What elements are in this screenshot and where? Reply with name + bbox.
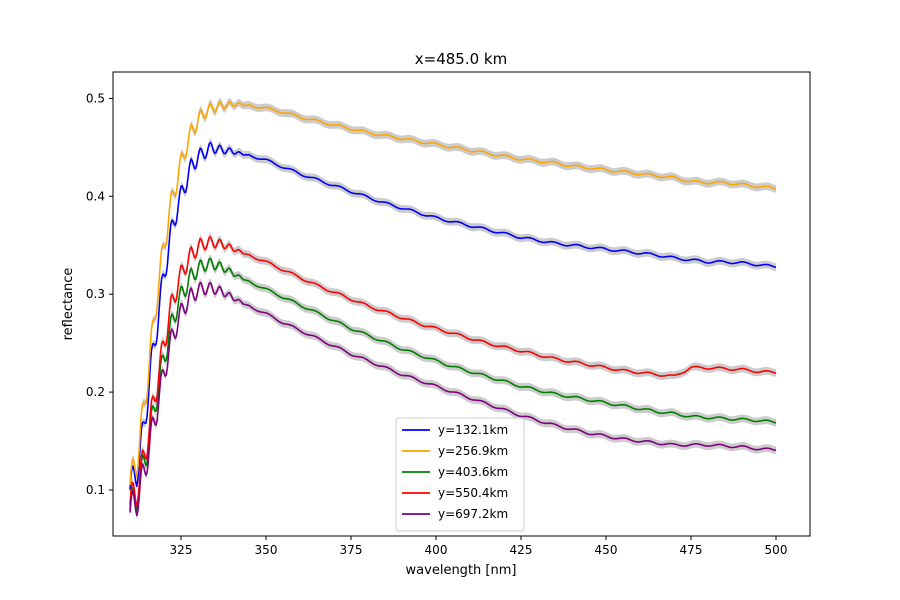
- x-tick-label: 400: [425, 543, 448, 557]
- y-axis-label: reflectance: [61, 268, 76, 341]
- uncertainty-bands: [130, 97, 776, 520]
- series-line: [129, 101, 777, 486]
- x-tick-label: 450: [595, 543, 618, 557]
- x-axis-label: wavelength [nm]: [406, 563, 517, 578]
- x-tick-label: 375: [340, 543, 363, 557]
- series-line: [129, 281, 777, 517]
- legend-entry: y=697.2km: [438, 507, 508, 521]
- series-line: [129, 236, 777, 507]
- uncertainty-band: [130, 278, 776, 520]
- x-tick-label: 500: [765, 543, 788, 557]
- series-line: [129, 257, 777, 512]
- x-tick-label: 475: [680, 543, 703, 557]
- y-axis: 0.1 0.2 0.3 0.4 0.5: [86, 91, 113, 497]
- series-lines: [129, 101, 777, 517]
- x-axis: 325 350 375 400 425 450 475 500: [170, 536, 788, 557]
- legend: y=132.1km y=256.9km y=403.6km y=550.4km y=69…: [395, 417, 525, 532]
- y-tick-label: 0.1: [86, 483, 105, 497]
- legend-box: [395, 417, 525, 532]
- legend-entry: y=256.9km: [438, 444, 508, 458]
- y-tick-label: 0.4: [86, 189, 105, 203]
- x-tick-label: 425: [510, 543, 533, 557]
- y-tick-label: 0.3: [86, 287, 105, 301]
- legend-entry: y=403.6km: [438, 465, 508, 479]
- plot-area: [112, 71, 811, 537]
- y-tick-label: 0.5: [86, 91, 105, 105]
- chart-title: x=485.0 km: [415, 50, 507, 68]
- legend-entry: y=132.1km: [438, 423, 508, 437]
- series-line: [129, 141, 777, 491]
- legend-entry: y=550.4km: [438, 486, 508, 500]
- uncertainty-band: [130, 233, 776, 510]
- y-tick-label: 0.2: [86, 385, 105, 399]
- x-tick-label: 350: [255, 543, 278, 557]
- x-tick-label: 325: [170, 543, 193, 557]
- uncertainty-band: [130, 254, 776, 515]
